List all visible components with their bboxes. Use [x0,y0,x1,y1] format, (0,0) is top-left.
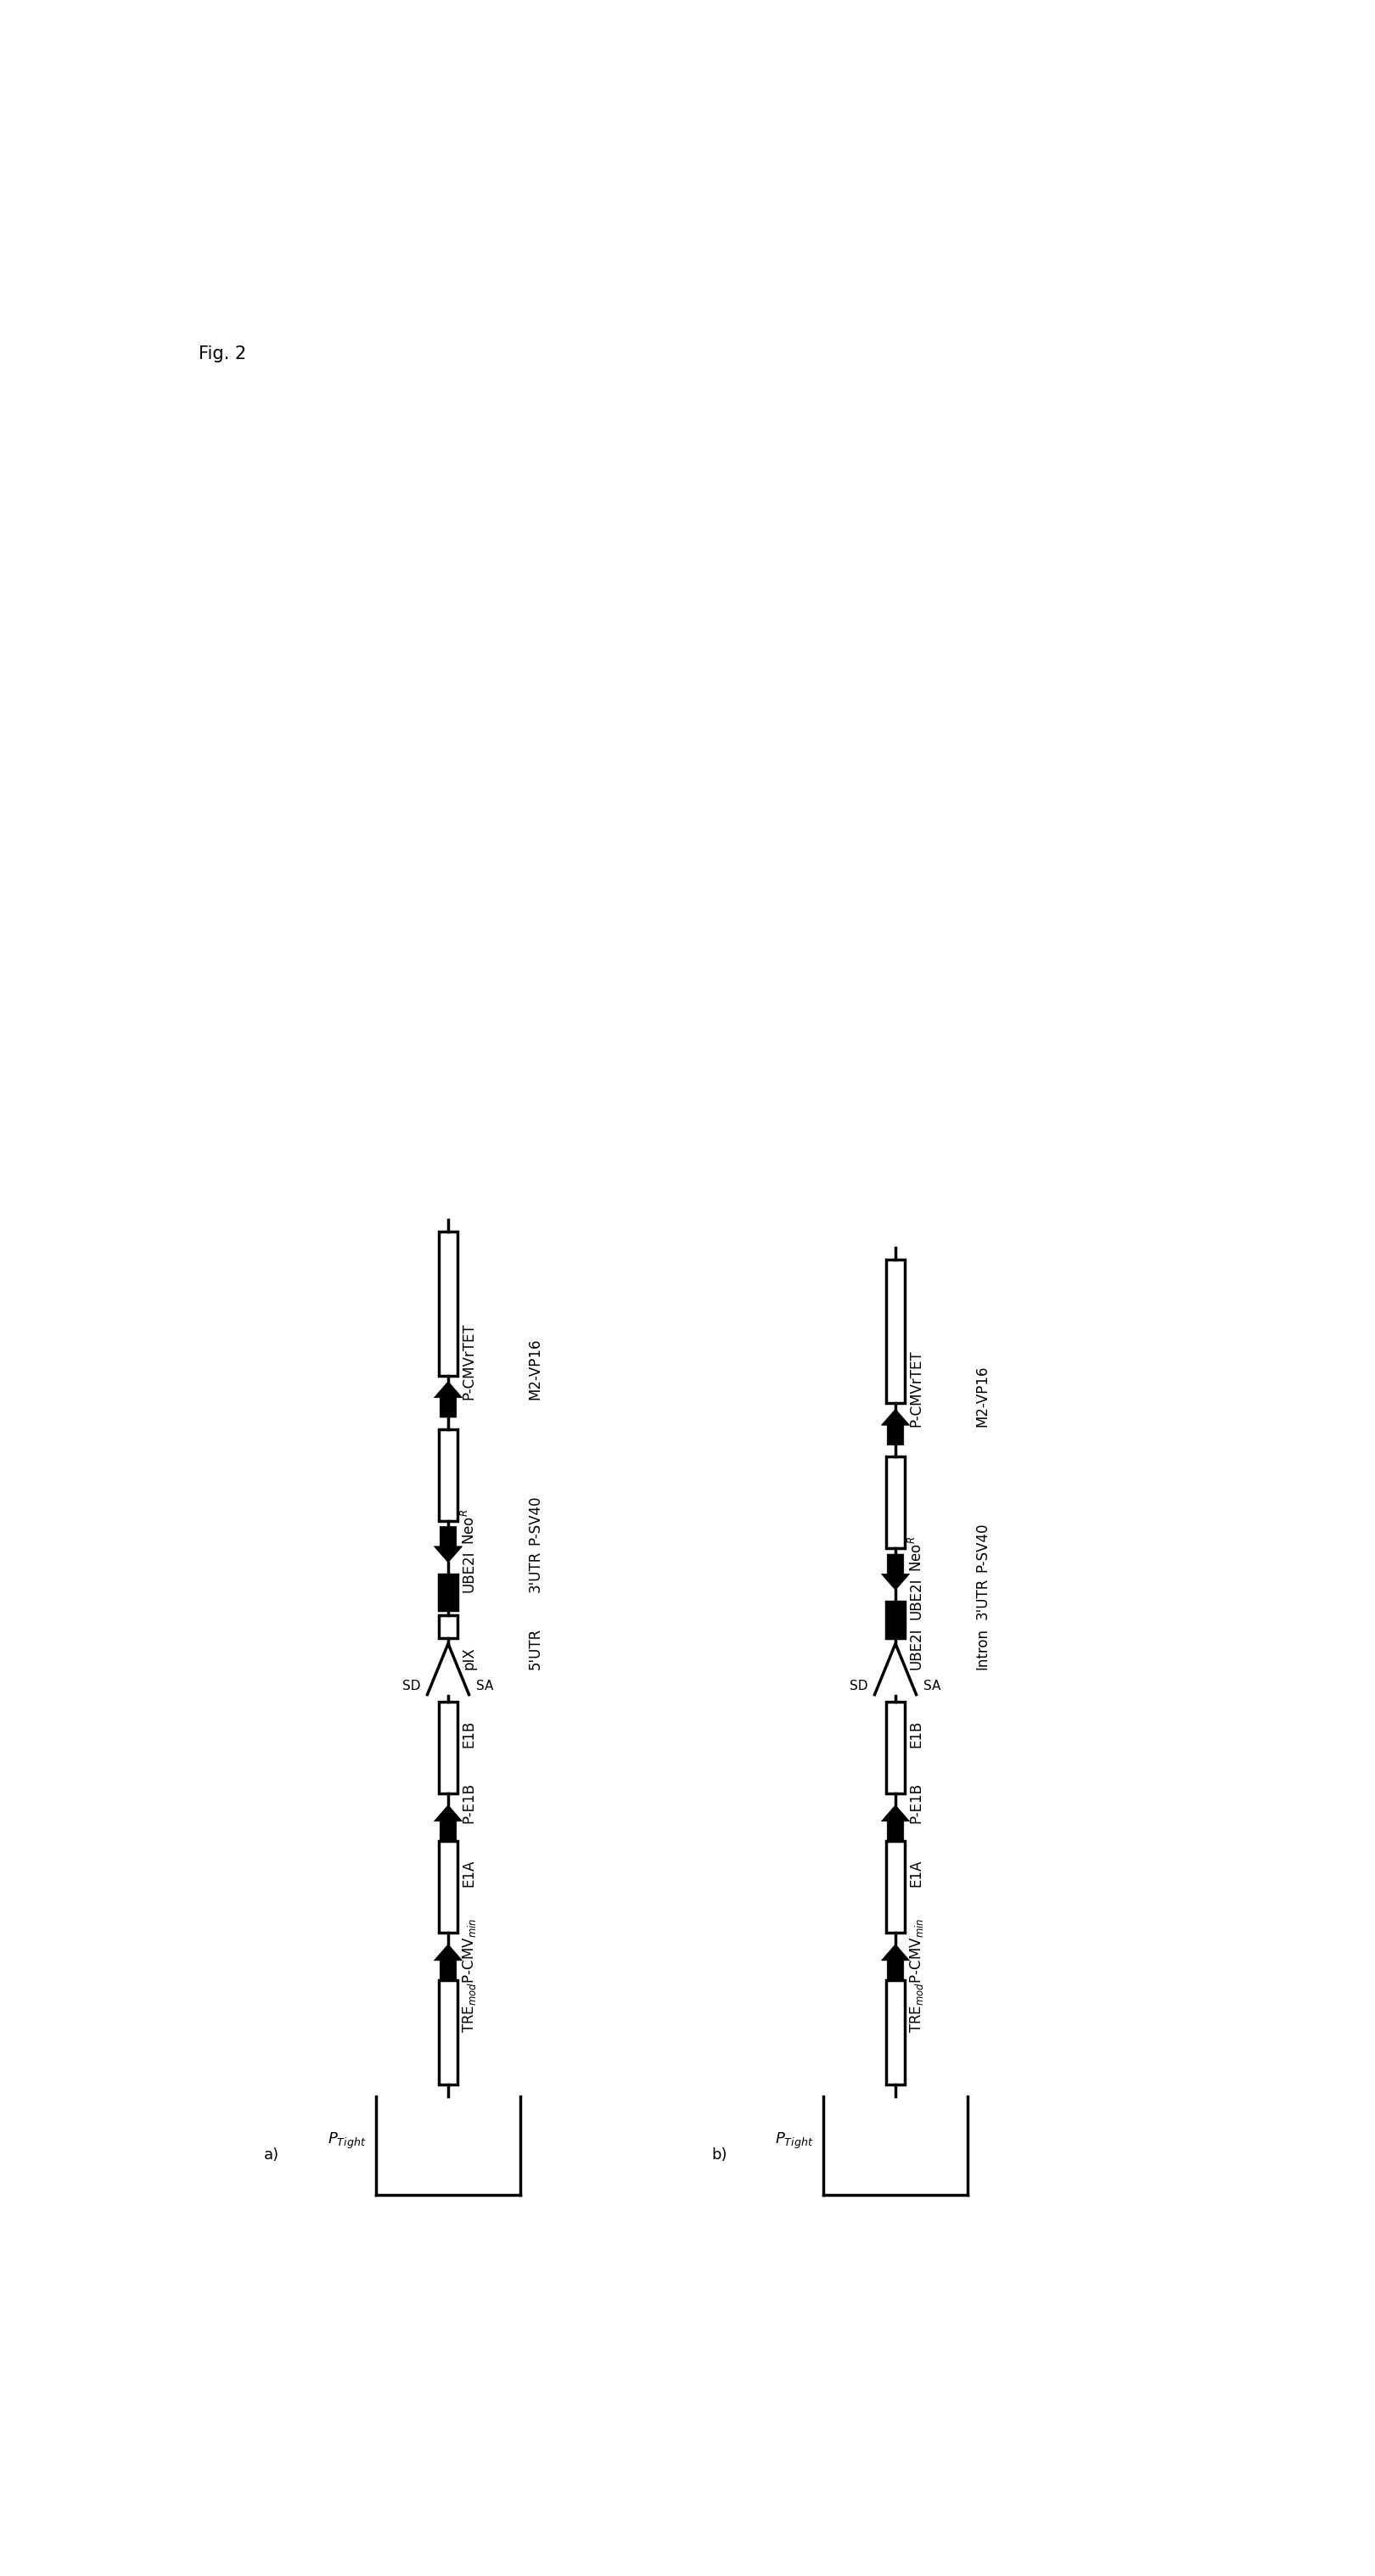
Text: E1A: E1A [909,1860,924,1886]
Text: P-E1B: P-E1B [462,1783,477,1824]
Bar [439,1430,458,1520]
Text: M2-VP16: M2-VP16 [975,1365,990,1427]
Polygon shape [434,1945,462,1981]
Text: Neo$^R$: Neo$^R$ [461,1510,477,1546]
Bar [887,1458,905,1548]
Bar [439,1231,458,1376]
Text: E1B: E1B [909,1721,924,1747]
Polygon shape [881,1945,909,1981]
Text: SA: SA [476,1680,494,1692]
Text: b): b) [711,2148,727,2164]
Text: Neo$^R$: Neo$^R$ [908,1535,925,1571]
Text: pIX: pIX [462,1646,477,1669]
Text: UBE2I: UBE2I [909,1628,924,1669]
Text: E1B: E1B [462,1721,477,1747]
Text: P-CMVrTET: P-CMVrTET [909,1350,924,1427]
Bar [439,1703,458,1793]
Text: Fig. 2: Fig. 2 [198,345,246,363]
Polygon shape [434,1806,462,1842]
Text: Intron: Intron [975,1628,990,1669]
Bar [439,1842,458,1932]
Bar [887,1842,905,1932]
Text: 5'UTR: 5'UTR [528,1628,543,1669]
Text: SD: SD [401,1680,421,1692]
Bar [439,1574,458,1610]
Text: 3'UTR: 3'UTR [528,1551,543,1592]
Polygon shape [434,1528,462,1564]
Bar [439,1981,458,2084]
Text: $P_{Tight}$: $P_{Tight}$ [774,2130,813,2151]
Text: SD: SD [850,1680,868,1692]
Text: TRE$_{mod}$P-CMV$_{min}$: TRE$_{mod}$P-CMV$_{min}$ [461,1917,477,2032]
Polygon shape [881,1409,909,1445]
Polygon shape [434,1381,462,1417]
Text: P-SV40: P-SV40 [528,1494,543,1546]
Text: SA: SA [924,1680,941,1692]
Text: $P_{Tight}$: $P_{Tight}$ [327,2130,366,2151]
Text: P-SV40: P-SV40 [975,1522,990,1571]
Text: a): a) [264,2148,279,2164]
Text: P-CMVrTET: P-CMVrTET [462,1321,477,1399]
Polygon shape [881,1553,909,1589]
Text: P-E1B: P-E1B [909,1783,924,1824]
Bar [887,1602,905,1638]
Text: E1A: E1A [462,1860,477,1886]
Bar [887,1260,905,1404]
Text: UBE2I: UBE2I [462,1551,477,1592]
Bar [887,1981,905,2084]
Text: 3'UTR: 3'UTR [975,1579,990,1620]
Text: M2-VP16: M2-VP16 [528,1337,543,1399]
Text: TRE$_{mod}$P-CMV$_{min}$: TRE$_{mod}$P-CMV$_{min}$ [908,1917,925,2032]
Polygon shape [881,1806,909,1842]
Text: UBE2I: UBE2I [909,1577,924,1620]
Bar [887,1703,905,1793]
Bar [439,1615,458,1638]
